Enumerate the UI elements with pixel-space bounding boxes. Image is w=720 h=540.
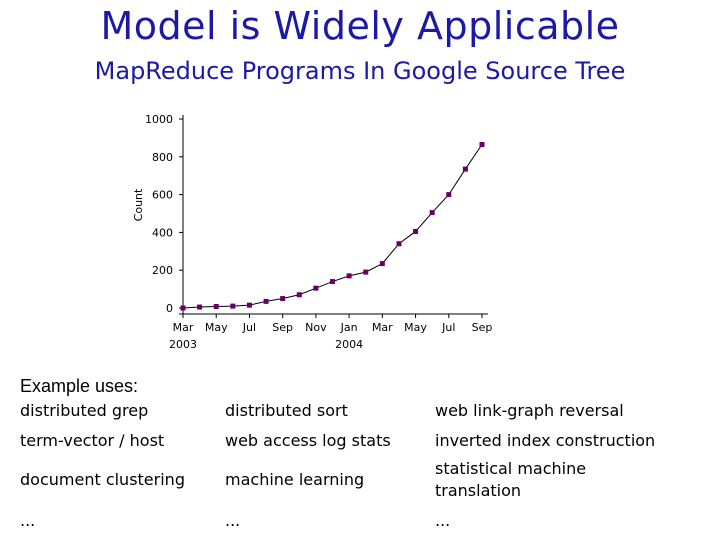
y-tick-label: 1000: [145, 113, 173, 126]
use-term-vector-host: term-vector / host: [20, 431, 165, 450]
use-web-access-log-stats: web access log stats: [225, 431, 391, 450]
use-distributed-grep: distributed grep: [20, 401, 149, 420]
data-point: [479, 142, 485, 148]
use-web-link-graph-reversal: web link-graph reversal: [435, 401, 624, 420]
use-distributed-sort: distributed sort: [225, 401, 348, 420]
x-tick-label: Jul: [441, 321, 455, 334]
data-point: [197, 304, 203, 310]
x-year-label: 2004: [335, 338, 363, 351]
x-tick-label: Nov: [305, 321, 327, 334]
x-year-label: 2003: [169, 338, 197, 351]
line-chart: 0 200 400 600 800 1000 Count Mar May Jul Sep Nov Jan…: [132, 113, 493, 351]
slide-subtitle: MapReduce Programs In Google Source Tree: [94, 57, 626, 85]
use-statistical-machine-translation: statistical machine translation: [435, 459, 587, 500]
data-point: [230, 303, 236, 309]
data-point: [413, 228, 419, 234]
x-tick-label: Sep: [272, 321, 293, 334]
x-tick-label: Jan: [340, 321, 358, 334]
x-tick-label: Mar: [372, 321, 393, 334]
y-tick-label: 800: [152, 151, 173, 164]
use-document-clustering: document clustering: [20, 470, 185, 489]
data-point: [313, 285, 319, 291]
data-point: [280, 296, 286, 302]
data-point: [296, 292, 302, 298]
y-tick-label: 0: [166, 302, 173, 315]
y-tick-label: 200: [152, 264, 173, 277]
data-point: [330, 279, 335, 285]
x-tick-label: Mar: [173, 321, 194, 334]
use-ellipsis-1: ...: [20, 511, 36, 530]
data-point: [263, 298, 269, 304]
data-point: [462, 166, 468, 172]
data-point: [396, 241, 402, 247]
slide-title: Model is Widely Applicable: [100, 4, 620, 48]
data-point: [213, 303, 219, 309]
x-tick-label: Sep: [472, 321, 493, 334]
data-point: [346, 273, 352, 279]
y-tick-label: 400: [152, 226, 173, 239]
x-tick-label: May: [404, 321, 427, 334]
x-tick-label: Jul: [242, 321, 256, 334]
y-axis-label: Count: [132, 188, 145, 221]
data-point: [180, 305, 186, 311]
uses-heading: Example uses:: [20, 376, 139, 396]
data-point: [363, 269, 369, 275]
data-point: [379, 261, 385, 267]
use-inverted-index-construction: inverted index construction: [435, 431, 656, 450]
x-tick-label: May: [205, 321, 228, 334]
use-machine-learning: machine learning: [225, 470, 365, 489]
y-tick-label: 600: [152, 189, 173, 202]
data-point: [429, 210, 435, 216]
use-ellipsis-3: ...: [435, 511, 451, 530]
data-point: [246, 302, 252, 308]
use-ellipsis-2: ...: [225, 511, 241, 530]
data-point: [446, 192, 452, 198]
